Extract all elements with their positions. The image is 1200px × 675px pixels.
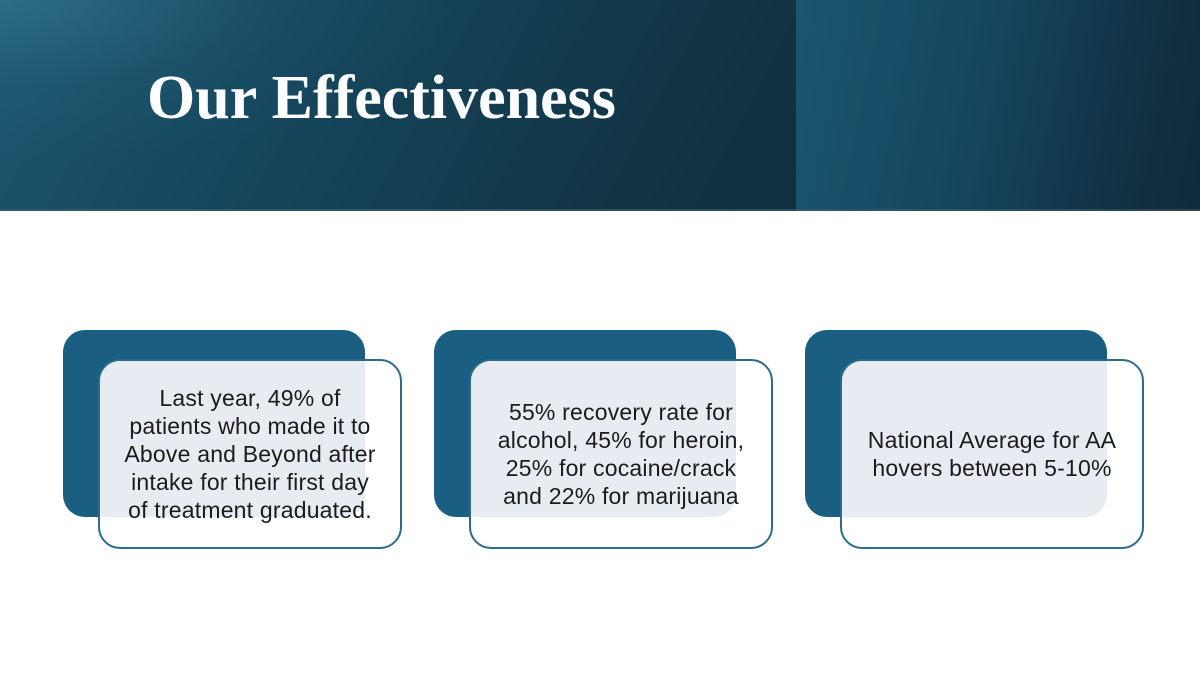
card-front: 55% recovery rate for alcohol, 45% for h… bbox=[469, 359, 773, 549]
header-accent-panel bbox=[796, 0, 1200, 211]
card-text: 55% recovery rate for alcohol, 45% for h… bbox=[497, 399, 745, 509]
card-front: Last year, 49% of patients who made it t… bbox=[98, 359, 402, 549]
card-text: Last year, 49% of patients who made it t… bbox=[124, 385, 376, 523]
callout-card-national-average: National Average for AA hovers between 5… bbox=[805, 330, 1146, 550]
slide-title: Our Effectiveness bbox=[147, 64, 616, 132]
callout-card-graduation: Last year, 49% of patients who made it t… bbox=[63, 330, 404, 550]
card-front: National Average for AA hovers between 5… bbox=[840, 359, 1144, 549]
card-fill-top bbox=[100, 361, 365, 517]
callout-card-recovery-rates: 55% recovery rate for alcohol, 45% for h… bbox=[434, 330, 775, 550]
card-fill-top bbox=[471, 361, 736, 517]
card-text: National Average for AA hovers between 5… bbox=[867, 427, 1117, 481]
card-fill-top bbox=[842, 361, 1107, 517]
header-band: Our Effectiveness bbox=[0, 0, 1200, 211]
